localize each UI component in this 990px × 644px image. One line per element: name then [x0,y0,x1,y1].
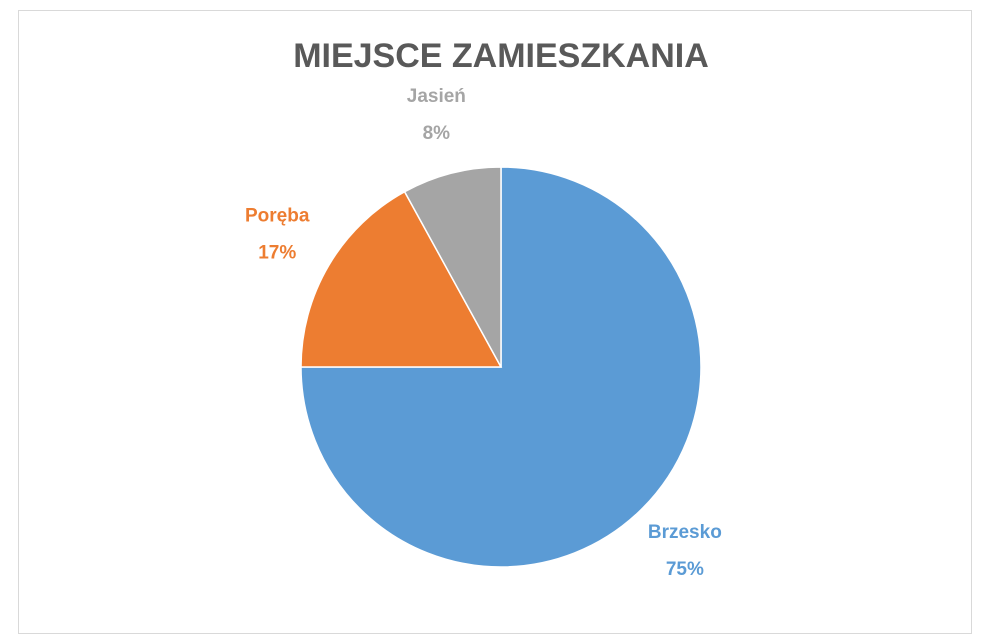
pie-slice [300,190,503,368]
pie-slice [403,166,502,368]
slice-value-label: 8% [423,123,451,144]
slice-category-label: Poręba [245,206,310,227]
slice-category-label: Jasień [407,86,466,107]
slice-value-label: 75% [666,559,704,580]
slice-value-label: 17% [258,243,296,264]
pie-slice [300,166,702,568]
chart-title: MIEJSCE ZAMIESZKANIA [293,37,709,75]
slice-category-label: Brzesko [648,522,722,543]
